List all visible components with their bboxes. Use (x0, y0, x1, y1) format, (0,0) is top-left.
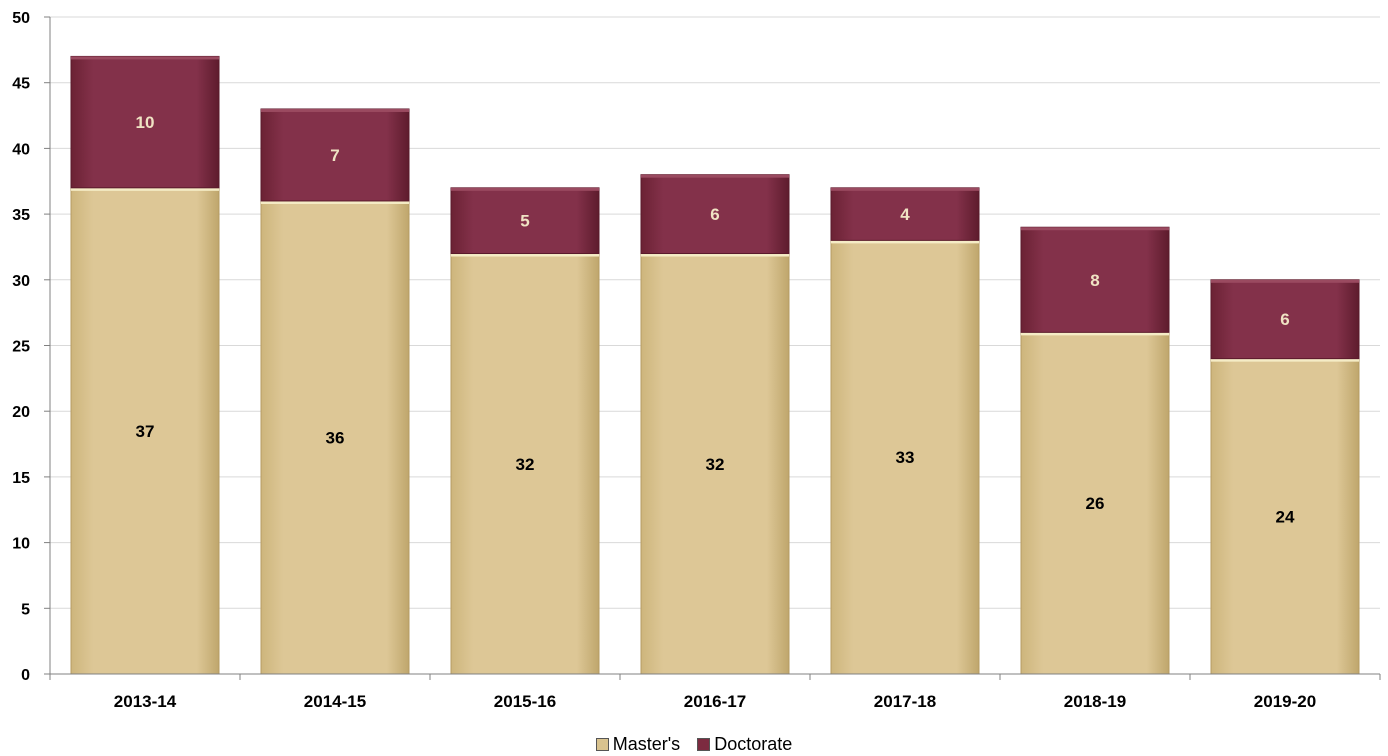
data-label-masters: 32 (706, 455, 725, 474)
data-label-masters: 24 (1276, 507, 1295, 526)
x-tick-label: 2014-15 (304, 692, 366, 711)
bar-highlight (261, 108, 409, 112)
bar-highlight (1021, 227, 1169, 231)
data-label-masters: 37 (136, 422, 155, 441)
data-label-masters: 26 (1086, 494, 1105, 513)
y-tick-label: 15 (12, 470, 30, 487)
bar-highlight (1211, 279, 1359, 283)
bar-doctorate-2017-18 (830, 187, 980, 241)
bar-doctorate-2019-20 (1210, 279, 1360, 360)
bar-highlight (831, 240, 979, 244)
y-tick-label: 40 (12, 141, 30, 158)
x-tick-label: 2018-19 (1064, 692, 1126, 711)
y-tick-label: 30 (12, 273, 30, 290)
bars (70, 55, 1360, 675)
data-label-doctorate: 10 (136, 113, 155, 132)
y-tick-label: 0 (21, 667, 30, 684)
x-tick-label: 2015-16 (494, 692, 556, 711)
data-label-masters: 32 (516, 455, 535, 474)
y-tick-label: 25 (12, 339, 30, 356)
legend-item-doctorate: Doctorate (697, 733, 792, 755)
x-tick-label: 2013-14 (114, 692, 177, 711)
legend-swatch-doctorate (697, 737, 711, 751)
legend-label-doctorate: Doctorate (714, 734, 793, 754)
bar-masters-2016-17 (640, 253, 790, 675)
bar-masters-2018-19 (1020, 331, 1170, 675)
bar-doctorate-2014-15 (260, 108, 410, 202)
y-tick-label: 20 (12, 404, 30, 421)
bar-masters-2017-18 (830, 239, 980, 675)
bar-highlight (831, 187, 979, 191)
bar-doctorate-2013-14 (70, 55, 220, 189)
bar-doctorate-2016-17 (640, 174, 790, 255)
x-tick-label: 2016-17 (684, 692, 746, 711)
legend-swatch-masters (595, 737, 609, 751)
data-label-masters: 36 (326, 428, 345, 447)
bar-highlight (641, 174, 789, 178)
y-tick-label: 50 (12, 10, 30, 27)
bar-masters-2015-16 (450, 253, 600, 675)
bar-highlight (451, 253, 599, 257)
y-tick-label: 45 (12, 76, 30, 93)
bar-highlight (71, 187, 219, 191)
x-tick-label: 2017-18 (874, 692, 936, 711)
bar-highlight (451, 187, 599, 191)
bar-masters-2019-20 (1210, 358, 1360, 675)
bar-highlight (261, 200, 409, 204)
data-label-doctorate: 7 (330, 146, 339, 165)
legend-item-masters: Master's (595, 733, 681, 755)
bar-highlight (641, 253, 789, 257)
data-label-doctorate: 5 (520, 212, 529, 231)
y-tick-label: 10 (12, 536, 30, 553)
legend: Master's Doctorate (0, 733, 1388, 756)
data-label-masters: 33 (896, 448, 915, 467)
data-label-doctorate: 6 (1280, 310, 1289, 329)
legend-label-masters: Master's (612, 734, 681, 754)
data-label-doctorate: 6 (710, 205, 719, 224)
data-labels: 37 10 36 7 32 5 32 6 33 4 26 8 24 6 (136, 113, 1295, 526)
data-label-doctorate: 8 (1090, 271, 1099, 290)
x-tick-label: 2019-20 (1254, 692, 1316, 711)
y-tick-label: 35 (12, 207, 30, 224)
bar-highlight (1021, 332, 1169, 336)
bar-doctorate-2018-19 (1020, 226, 1170, 333)
data-label-doctorate: 4 (900, 205, 910, 224)
y-tick-label: 5 (21, 601, 30, 618)
bar-highlight (71, 56, 219, 60)
bar-highlight (1211, 358, 1359, 362)
